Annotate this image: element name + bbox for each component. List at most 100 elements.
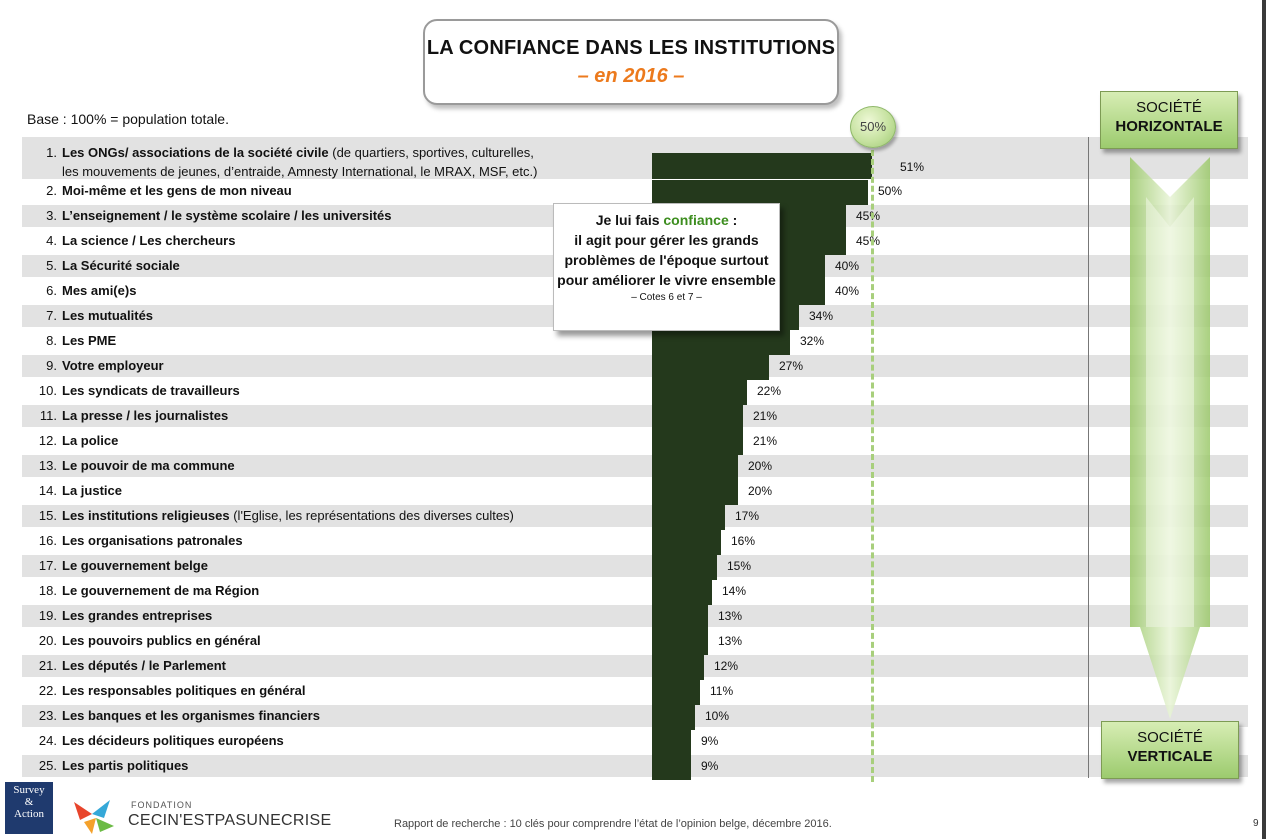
category-name: Les pouvoirs publics en général (62, 633, 261, 648)
value-label: 32% (800, 334, 825, 348)
chart-row: 2. Moi-même et les gens de mon niveau (22, 180, 1248, 202)
title-box: LA CONFIANCE DANS LES INSTITUTIONS – en … (423, 19, 839, 105)
category-number: 24. (38, 733, 57, 748)
value-label: 40% (835, 284, 860, 298)
category-number: 13. (38, 458, 57, 473)
fondation-name: CECIN'ESTPASUNECRISE (128, 812, 332, 829)
bar (652, 755, 691, 780)
category-label: 25. Les partis politiques (36, 758, 189, 773)
category-label: 7. Les mutualités (36, 308, 153, 323)
category-number: 19. (38, 608, 57, 623)
callout-prefix: Je lui fais (595, 212, 664, 228)
society-bottom-line1: SOCIÉTÉ (1137, 729, 1203, 746)
society-bottom-line2: VERTICALE (1127, 748, 1213, 765)
category-name: Moi-même et les gens de mon niveau (62, 183, 292, 198)
value-label: 40% (835, 259, 860, 273)
category-label: 12. La police (36, 433, 118, 448)
bar (652, 705, 695, 730)
category-number: 10. (38, 383, 57, 398)
chart-row: 24. Les décideurs politiques européens (22, 730, 1248, 752)
category-label: 5. La Sécurité sociale (36, 258, 180, 273)
category-label: 16. Les organisations patronales (36, 533, 243, 548)
category-number: 1. (46, 145, 57, 160)
bar (652, 605, 708, 630)
category-number: 5. (46, 258, 57, 273)
value-label: 27% (779, 359, 804, 373)
reference-badge: 50% (850, 106, 896, 148)
category-label: 13. Le pouvoir de ma commune (36, 458, 235, 473)
category-name: Les responsables politiques en général (62, 683, 306, 698)
category-label: 19. Les grandes entreprises (36, 608, 212, 623)
fondation-label: FONDATION (131, 800, 193, 810)
category-number: 14. (38, 483, 57, 498)
value-label: 20% (748, 484, 773, 498)
reference-line-50 (871, 150, 874, 782)
bar (652, 180, 868, 205)
value-label: 45% (856, 209, 881, 223)
chart-row: 15. Les institutions religieuses (l'Eglis… (22, 505, 1248, 527)
chart-row: 25. Les partis politiques (22, 755, 1248, 777)
category-label: 15. Les institutions religieuses (l'Eglis… (36, 508, 514, 523)
base-note: Base : 100% = population totale. (27, 111, 229, 127)
chart-row: 20. Les pouvoirs publics en général (22, 630, 1248, 652)
chart-row: 17. Le gouvernement belge (22, 555, 1248, 577)
logo-sa-line1: Survey (13, 784, 45, 796)
bar (652, 380, 747, 405)
value-label: 11% (710, 684, 734, 698)
category-name: Votre employeur (62, 358, 164, 373)
category-number: 18. (38, 583, 57, 598)
chart-row: 4. La science / Les chercheurs (22, 230, 1248, 252)
category-number: 25. (38, 758, 57, 773)
value-label: 34% (809, 309, 834, 323)
category-number: 6. (46, 283, 57, 298)
category-number: 21. (38, 658, 57, 673)
category-detail-line2: les mouvements de jeunes, d’entraide, Am… (62, 164, 538, 179)
bar (652, 555, 717, 580)
category-name: Le gouvernement de ma Région (62, 583, 260, 598)
value-label: 17% (735, 509, 760, 523)
value-label: 21% (753, 434, 778, 448)
category-name: La science / Les chercheurs (62, 233, 236, 248)
category-label: 17. Le gouvernement belge (36, 558, 208, 573)
value-label: 13% (718, 634, 743, 648)
separator-line (1088, 137, 1089, 778)
category-number: 9. (46, 358, 57, 373)
category-label: 18. Le gouvernement de ma Région (36, 583, 259, 598)
bar (652, 630, 708, 655)
bar (652, 530, 721, 555)
category-name: Les partis politiques (62, 758, 189, 773)
category-label: 20. Les pouvoirs publics en général (36, 633, 261, 648)
down-arrow-icon (1130, 157, 1210, 719)
category-name: La justice (62, 483, 122, 498)
category-name: Les organisations patronales (62, 533, 243, 548)
value-label: 22% (757, 384, 782, 398)
category-label: 3. L’enseignement / le système scolaire /… (36, 208, 391, 223)
category-name: Les syndicats de travailleurs (62, 383, 240, 398)
chart-row: 1. Les ONGs/ associations de la société c… (22, 137, 1248, 179)
chart-row: 12. La police (22, 430, 1248, 452)
category-name: Les grandes entreprises (62, 608, 213, 623)
logo-sa-line3: Action (14, 808, 44, 820)
chart-subtitle: – en 2016 – (577, 65, 685, 87)
category-detail: (l'Eglise, les représentations des diver… (229, 508, 514, 523)
category-label: 22. Les responsables politiques en généra… (36, 683, 306, 698)
bar (652, 730, 691, 755)
chart-row: 10. Les syndicats de travailleurs (22, 380, 1248, 402)
chart-row: 21. Les députés / le Parlement (22, 655, 1248, 677)
right-edge-bar (1262, 0, 1266, 839)
value-label: 45% (856, 234, 881, 248)
value-label: 10% (705, 709, 730, 723)
bar (652, 430, 743, 455)
survey-action-logo: Survey & Action (5, 782, 53, 834)
category-label: 6. Mes ami(e)s (36, 283, 136, 298)
category-label: 14. La justice (36, 483, 122, 498)
bar (652, 153, 872, 179)
chart-title: LA CONFIANCE DANS LES INSTITUTIONS (426, 37, 836, 59)
category-label: 11. La presse / les journalistes (36, 408, 228, 423)
callout-box: Je lui fais confiance : il agit pour gér… (553, 203, 780, 331)
footer-text: Rapport de recherche : 10 clés pour comp… (394, 818, 832, 830)
category-label: 2. Moi-même et les gens de mon niveau (36, 183, 292, 198)
bar (652, 330, 790, 355)
value-label: 14% (722, 584, 747, 598)
